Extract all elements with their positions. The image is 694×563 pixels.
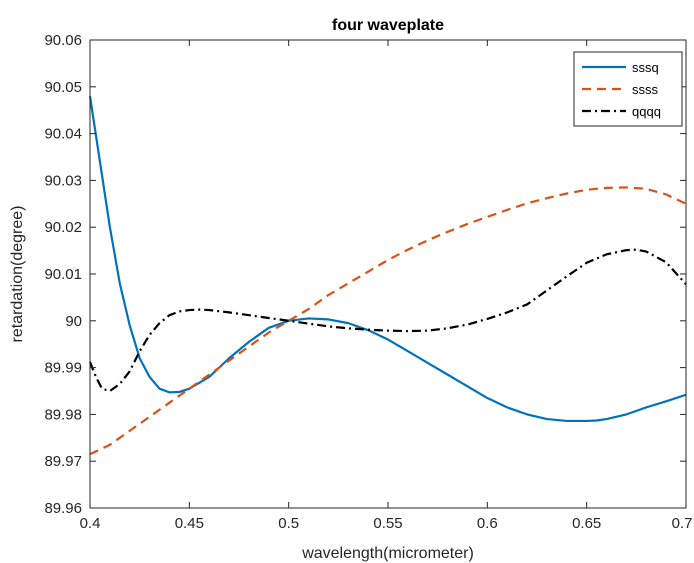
legend-label-qqqq: qqqq [632, 104, 661, 119]
x-tick-label: 0.4 [80, 515, 101, 532]
series-line-sssq [88, 95, 687, 423]
y-tick-label: 90.06 [44, 32, 82, 49]
y-tick-label: 89.98 [44, 406, 82, 423]
plot-frame [89, 39, 687, 509]
y-axis-label: retardation(degree) [9, 206, 26, 343]
x-tick-label: 0.45 [175, 515, 204, 532]
ticks-layer: 0.4 0.45 0.5 0.55 0.6 0.65 0.7 89.96 89.97 89.98 8… [44, 32, 692, 532]
y-tick-label: 90.04 [44, 126, 82, 143]
y-tick-label: 89.99 [44, 360, 82, 377]
y-tick-label: 90.05 [44, 79, 82, 96]
x-tick-label: 0.5 [278, 515, 299, 532]
legend-label-ssss: ssss [632, 82, 659, 97]
legend-box [573, 51, 683, 127]
x-axis-label: wavelength(micrometer) [301, 545, 474, 562]
y-tick-label: 90.01 [44, 266, 82, 283]
y-tick-label: 89.96 [44, 500, 82, 517]
y-tick-label: 90 [65, 313, 82, 330]
x-tick-label: 0.6 [477, 515, 498, 532]
series-layer [88, 95, 687, 456]
chart-title: four waveplate [332, 17, 444, 34]
x-tick-label: 0.7 [672, 515, 693, 532]
x-tick-label: 0.55 [373, 515, 402, 532]
x-tick-label: 0.65 [572, 515, 601, 532]
legend-label-sssq: sssq [632, 60, 659, 75]
legend: sssq ssss qqqq [573, 51, 683, 127]
y-tick-label: 90.02 [44, 219, 82, 236]
y-tick-label: 90.03 [44, 172, 82, 189]
y-tick-label: 89.97 [44, 453, 82, 470]
